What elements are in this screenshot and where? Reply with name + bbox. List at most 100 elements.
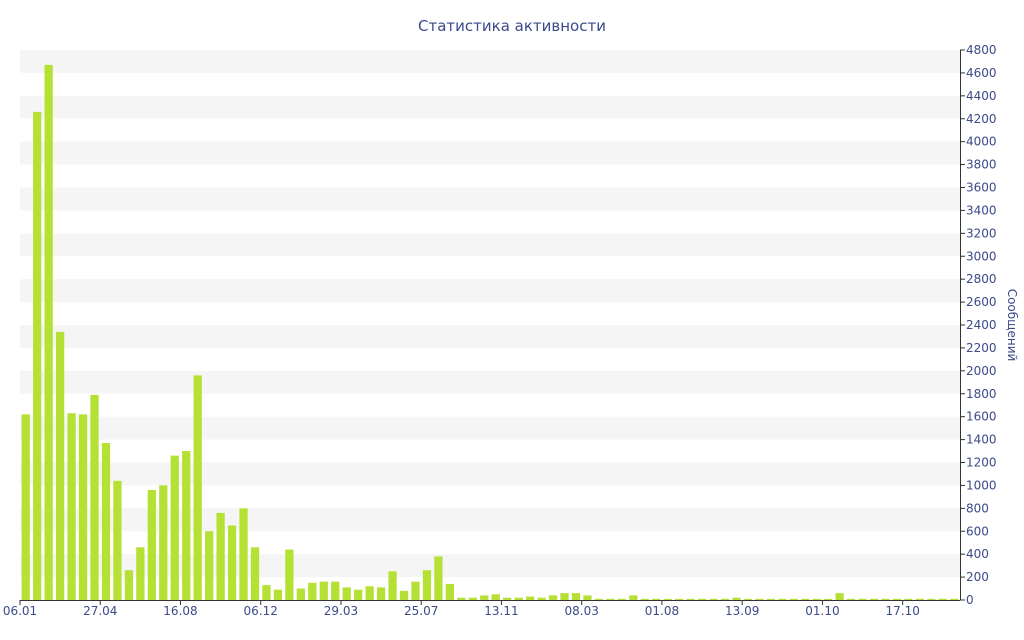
axes [19,49,965,605]
bar [354,589,363,600]
x-tick-label: 06.01 [3,604,37,618]
y-tick-label: 3800 [966,158,997,172]
y-tick-label: 3600 [966,181,997,195]
y-tick-label: 1000 [966,478,997,492]
bar [101,443,111,600]
bar [21,414,30,601]
bar [697,598,707,600]
y-tick-label: 3000 [966,249,997,263]
bar [606,598,615,600]
bar [629,595,638,600]
y-tick-label: 2200 [966,341,997,355]
bar [159,485,168,600]
bar [319,581,328,600]
bar [594,598,604,600]
bar [193,375,202,600]
y-tick-label: 1800 [966,387,997,401]
grid-band [20,233,960,257]
bar [548,595,558,600]
bar [216,512,225,600]
bar [124,570,134,600]
bar [182,451,191,600]
grid-band [20,508,960,532]
bar [869,598,879,600]
y-tick-label: 1600 [966,410,997,424]
grid-bands [20,50,960,578]
bar [755,598,764,600]
bar [686,598,695,600]
grid-band [20,325,960,348]
bar [44,64,53,600]
y-tick-label: 4000 [966,135,997,149]
grid-band [20,141,960,165]
bar [743,598,753,600]
bar [331,581,340,600]
bar [571,593,581,601]
bar [583,595,592,600]
grid-band [20,462,960,486]
y-tick-label: 3400 [966,203,997,217]
bar [78,414,88,601]
bar [285,549,294,600]
bar [480,595,489,600]
bar [262,585,271,600]
bar [365,586,374,600]
bar [812,598,821,600]
x-tick-label: 16.08 [163,604,197,618]
y-tick-label: 4600 [966,66,997,80]
bar [170,455,179,601]
bar [938,598,947,600]
y-tick-label: 800 [966,501,989,515]
bar [67,413,76,600]
grid-band [20,416,960,440]
y-tick-label: 4800 [966,43,997,57]
x-tick-label: 25.07 [404,604,438,618]
bar [652,598,661,600]
x-tick-label: 01.10 [805,604,839,618]
grid-band [20,50,960,73]
x-tick-label: 08.03 [565,604,599,618]
bar [950,598,959,600]
bars [21,64,959,601]
bar [824,598,833,600]
x-tick-label: 17.10 [886,604,920,618]
bar [835,593,844,601]
x-tick-label: 13.09 [725,604,759,618]
bar [227,525,237,600]
bar [663,598,672,600]
bar [388,571,397,600]
bar [491,594,500,600]
grid-band [20,370,960,394]
bar [33,111,42,601]
bar [732,597,741,600]
bar [503,597,512,600]
bar [457,597,466,600]
bar [239,508,248,600]
grid-band [20,187,960,211]
bar [147,490,156,600]
bar [90,394,99,600]
bar [846,598,856,600]
y-tick-label: 4200 [966,112,997,126]
bar [858,598,867,600]
bar [927,598,936,600]
bar [801,598,810,600]
grid-band [20,95,960,119]
y-tick-label: 2400 [966,318,997,332]
bar [526,596,535,600]
y-tick-label: 1200 [966,456,997,470]
y-tick-label: 400 [966,547,989,561]
bar [881,598,890,600]
bar [468,597,477,600]
y-tick-label: 4400 [966,89,997,103]
bar [915,598,924,600]
y-tick-label: 2800 [966,272,997,286]
tick-labels: 0 200 400 600 800 1000 1200 1400 1600 1800 2000 220… [3,43,997,618]
bar [789,598,798,600]
bar [892,598,902,600]
bar [709,598,718,600]
bar [514,597,523,600]
y-tick-label: 600 [966,524,989,538]
bar [205,531,214,600]
y-tick-label: 200 [966,570,989,584]
